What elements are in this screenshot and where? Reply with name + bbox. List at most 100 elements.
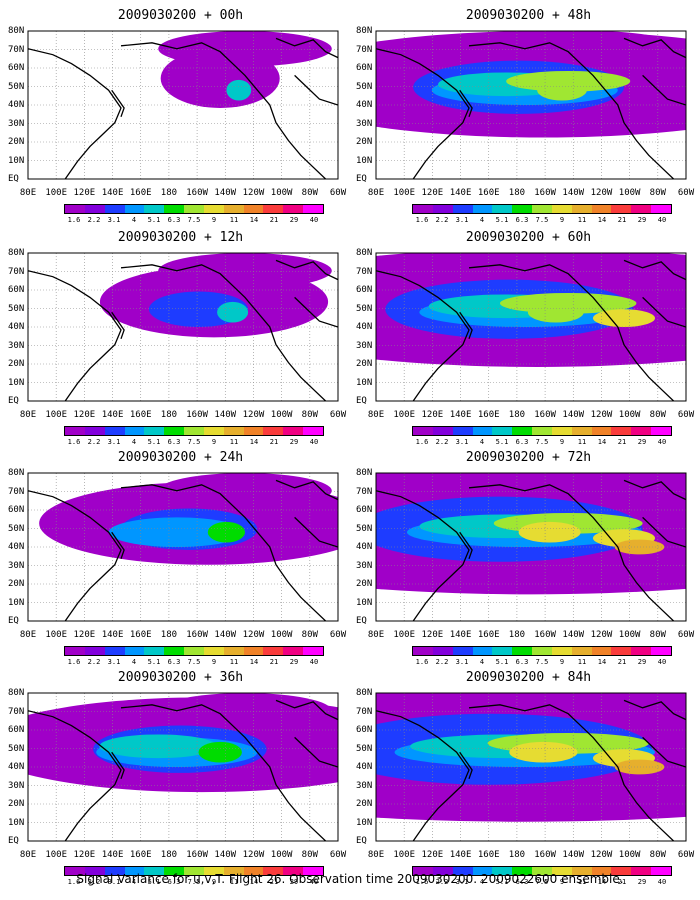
colorbar-label: 6.3 — [515, 658, 529, 666]
colorbar-segment — [124, 647, 145, 655]
colorbar-label: 3.1 — [455, 878, 469, 886]
latitude-label: 10N — [8, 155, 25, 166]
colorbar-segment — [492, 647, 513, 655]
longitude-label: 60W — [677, 630, 695, 640]
colorbar-label: 1.6 — [415, 438, 429, 446]
longitude-label: 80E — [19, 188, 37, 198]
colorbar-label: 4 — [479, 216, 485, 224]
colorbar-label: 11 — [229, 438, 239, 446]
colorbar-label: 11 — [577, 216, 587, 224]
colorbar-segment — [223, 867, 244, 875]
colorbar-label: 29 — [289, 216, 299, 224]
colorbar — [64, 426, 324, 436]
latitude-label: 10N — [8, 817, 25, 828]
colorbar-segment — [631, 205, 652, 213]
colorbar-label: 40 — [309, 438, 319, 446]
panel-title: 2009030200 + 00h — [117, 8, 244, 23]
colorbar-label: 7.5 — [187, 658, 201, 666]
colorbar-label: 1.6 — [67, 658, 81, 666]
longitude-label: 180 — [508, 410, 526, 420]
signal-region — [593, 309, 655, 327]
colorbar-segment — [104, 647, 125, 655]
latitude-label: 30N — [8, 780, 25, 791]
latitude-label: 30N — [356, 340, 373, 351]
coastline — [376, 710, 470, 841]
latitude-label: EQ — [356, 616, 367, 626]
longitude-label: 120E — [421, 630, 444, 640]
latitude-label: 80N — [8, 248, 25, 258]
panel-title: 2009030200 + 12h — [117, 230, 244, 245]
longitude-label: 80E — [19, 630, 37, 640]
longitude-label: 80W — [649, 410, 666, 420]
longitude-label: 80W — [301, 188, 318, 198]
colorbar-label: 9 — [211, 438, 217, 446]
latitude-label: 30N — [8, 560, 25, 571]
panel-title: 2009030200 + 48h — [465, 8, 592, 23]
latitude-label: 70N — [356, 486, 373, 497]
colorbar-segment — [164, 205, 185, 213]
longitude-label: 160E — [477, 188, 500, 198]
coastline — [459, 531, 473, 560]
longitude-label: 80W — [649, 188, 666, 198]
longitude-label: 160W — [186, 188, 208, 198]
latitude-label: 10N — [8, 377, 25, 388]
latitude-label: 40N — [8, 762, 25, 772]
colorbar-label: 29 — [637, 658, 647, 666]
coastline — [459, 751, 473, 780]
longitude-label: 60W — [329, 410, 347, 420]
longitude-label: 140W — [562, 630, 585, 640]
colorbar — [412, 204, 672, 214]
colorbar-segment — [124, 205, 145, 213]
latitude-label: 40N — [8, 542, 25, 552]
colorbar-segment — [452, 427, 473, 435]
colorbar-segment — [164, 867, 185, 875]
colorbar-label: 5.1 — [495, 878, 509, 886]
latitude-label: EQ — [356, 174, 367, 184]
latitude-label: 10N — [356, 597, 373, 608]
longitude-label: 140E — [101, 188, 124, 198]
longitude-label: 160W — [534, 188, 556, 198]
variance-map — [375, 692, 687, 842]
latitude-label: 50N — [8, 523, 25, 534]
signal-region — [207, 521, 245, 543]
latitude-label: 50N — [8, 81, 25, 92]
longitude-label: 100W — [618, 410, 641, 420]
longitude-label: 120W — [590, 188, 613, 198]
longitude-label: 180 — [160, 850, 178, 860]
coastline — [120, 264, 327, 401]
colorbar-segment — [512, 205, 533, 213]
longitude-label: 140E — [449, 630, 472, 640]
latitude-label: 40N — [356, 100, 373, 110]
colorbar-label: 9 — [559, 216, 565, 224]
colorbar-segment — [611, 205, 632, 213]
colorbar-label: 6.3 — [167, 216, 181, 224]
longitude-label: 120W — [590, 630, 613, 640]
signal-region — [527, 301, 584, 323]
coastline — [294, 516, 338, 548]
colorbar-segment — [512, 647, 533, 655]
map-frame — [27, 30, 339, 180]
longitude-label: 120W — [242, 410, 265, 420]
panel-title: 2009030200 + 36h — [117, 670, 244, 685]
longitude-label: 60W — [329, 630, 347, 640]
colorbar-segment — [223, 647, 244, 655]
colorbar-label: 7.5 — [187, 216, 201, 224]
colorbar-label: 2.2 — [435, 438, 449, 446]
colorbar-segment — [263, 867, 284, 875]
coastline — [275, 259, 338, 281]
longitude-label: 60W — [329, 188, 347, 198]
panel-title: 2009030200 + 60h — [465, 230, 592, 245]
colorbar-segment — [263, 205, 284, 213]
colorbar-label: 7.5 — [535, 216, 549, 224]
longitude-label: 100W — [270, 410, 293, 420]
colorbar-segment — [611, 647, 632, 655]
map-frame — [27, 252, 339, 402]
colorbar-label: 40 — [309, 216, 319, 224]
colorbar-segment — [591, 427, 612, 435]
colorbar-label: 29 — [637, 438, 647, 446]
colorbar-segment — [184, 867, 204, 875]
colorbar-label: 21 — [617, 658, 627, 666]
colorbar-segment — [243, 205, 264, 213]
coastline — [120, 484, 327, 621]
longitude-label: 180 — [160, 188, 178, 198]
